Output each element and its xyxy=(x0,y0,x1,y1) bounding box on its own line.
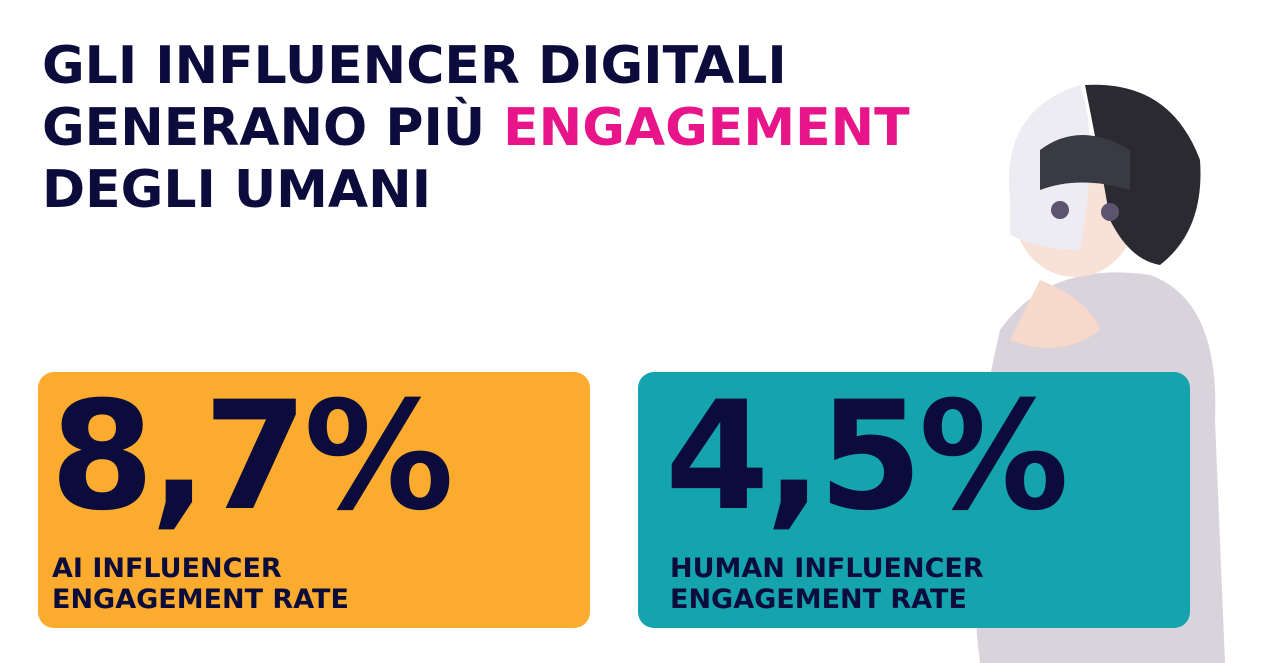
stat-label: AI INFLUENCER xyxy=(52,553,282,584)
title-highlight: ENGAGEMENT xyxy=(503,98,910,158)
stat-label: ENGAGEMENT RATE xyxy=(52,584,349,615)
title-line: GENERANO PIÙ ENGAGEMENT xyxy=(42,96,910,158)
stat-card xyxy=(638,372,1190,628)
stat-value: 4,5% xyxy=(665,370,1065,544)
stat-card xyxy=(38,372,590,628)
title-line: DEGLI UMANI xyxy=(42,160,431,220)
stat-label: ENGAGEMENT RATE xyxy=(670,584,967,615)
title-text: GENERANO PIÙ xyxy=(42,96,485,158)
stat-value: 8,7% xyxy=(50,370,450,544)
title-line: GLI INFLUENCER DIGITALI xyxy=(42,36,787,96)
stat-label: HUMAN INFLUENCER xyxy=(670,553,984,584)
